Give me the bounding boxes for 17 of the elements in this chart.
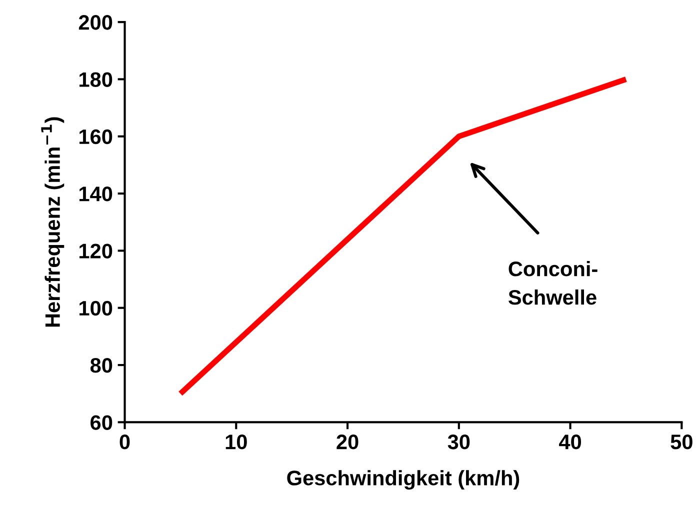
y-tick-label: 60 [90,415,112,430]
x-axis-title: Geschwindigkeit (km/h) [287,470,520,490]
y-tick-label: 80 [90,358,112,373]
x-tick-label: 30 [448,434,470,450]
x-tick-label: 20 [336,434,358,450]
y-tick-label: 160 [80,129,112,144]
y-axis-title: Herzfrequenz (min$^{−1}$) [41,117,64,327]
x-tick-label: 50 [670,434,692,450]
y-tick-label: 200 [78,15,112,30]
y-tick-label: 120 [80,244,112,258]
x-tick-label: 40 [559,434,582,450]
x-tick-label: 10 [226,434,247,450]
y-tick-label: 140 [80,186,112,202]
y-tick-label: 180 [80,72,112,87]
x-tick-label: 0 [120,434,130,450]
y-tick-label: 100 [80,300,112,316]
annotation: Conconi- Schwelle [508,261,598,305]
